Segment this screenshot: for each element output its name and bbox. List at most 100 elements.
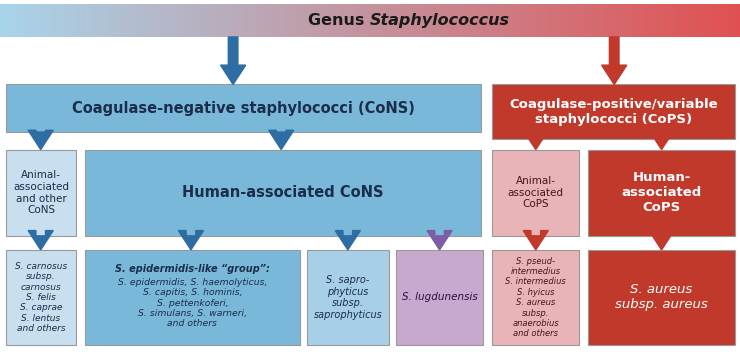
Bar xyxy=(616,4,619,37)
Bar xyxy=(516,4,518,37)
Bar xyxy=(106,4,109,37)
Bar xyxy=(422,4,424,37)
Bar xyxy=(326,4,328,37)
Bar xyxy=(202,4,205,37)
Bar xyxy=(276,4,279,37)
Bar xyxy=(198,4,200,37)
Bar xyxy=(261,4,264,37)
Bar xyxy=(32,4,35,37)
Bar xyxy=(155,4,158,37)
Bar xyxy=(24,4,27,37)
Bar xyxy=(444,4,446,37)
Bar xyxy=(96,4,98,37)
Bar xyxy=(671,4,673,37)
Text: Genus: Genus xyxy=(308,13,370,27)
Bar xyxy=(653,4,656,37)
Bar xyxy=(377,4,380,37)
Bar xyxy=(313,4,316,37)
Bar xyxy=(257,4,259,37)
Bar xyxy=(365,4,368,37)
Bar xyxy=(579,4,582,37)
Bar xyxy=(664,4,666,37)
Bar xyxy=(646,4,649,37)
FancyArrow shape xyxy=(221,37,246,84)
Bar xyxy=(118,4,121,37)
Bar xyxy=(730,4,733,37)
Bar xyxy=(98,4,101,37)
Bar xyxy=(486,4,488,37)
Bar xyxy=(368,4,370,37)
Bar xyxy=(483,4,486,37)
Bar xyxy=(535,4,538,37)
Bar xyxy=(461,4,464,37)
Bar xyxy=(686,4,688,37)
Bar xyxy=(370,4,372,37)
Bar xyxy=(725,4,727,37)
Bar xyxy=(531,4,533,37)
Bar xyxy=(542,4,545,37)
Bar xyxy=(143,4,146,37)
Bar xyxy=(101,4,104,37)
FancyArrow shape xyxy=(335,231,360,250)
Bar xyxy=(286,4,289,37)
Bar xyxy=(464,4,466,37)
Bar xyxy=(649,4,651,37)
Text: S. epidermidis, S. haemolyticus,
S. capitis, S. hominis,
S. pettenkoferi,
S. sim: S. epidermidis, S. haemolyticus, S. capi… xyxy=(118,278,267,328)
Bar xyxy=(449,4,451,37)
Bar xyxy=(602,4,605,37)
Bar xyxy=(303,4,306,37)
Bar xyxy=(109,4,111,37)
Bar xyxy=(582,4,585,37)
Bar xyxy=(681,4,683,37)
Bar xyxy=(232,4,235,37)
Bar xyxy=(175,4,178,37)
FancyArrow shape xyxy=(649,231,674,250)
Bar xyxy=(565,4,568,37)
FancyArrow shape xyxy=(649,130,674,150)
Bar xyxy=(94,4,96,37)
Bar xyxy=(5,4,7,37)
Bar xyxy=(409,4,412,37)
Bar xyxy=(525,4,528,37)
Bar xyxy=(568,4,570,37)
Bar xyxy=(710,4,713,37)
Bar xyxy=(644,4,646,37)
Bar xyxy=(47,4,50,37)
Bar xyxy=(459,4,461,37)
Bar xyxy=(451,4,454,37)
Bar xyxy=(320,4,323,37)
Bar xyxy=(269,4,272,37)
Bar xyxy=(405,4,407,37)
Bar xyxy=(651,4,653,37)
Bar xyxy=(417,4,420,37)
Bar xyxy=(572,4,575,37)
Bar xyxy=(180,4,183,37)
Bar xyxy=(656,4,659,37)
Bar xyxy=(85,250,300,345)
FancyArrow shape xyxy=(523,231,548,250)
Bar xyxy=(44,4,47,37)
Bar xyxy=(508,4,511,37)
Bar xyxy=(133,4,135,37)
Bar xyxy=(294,4,296,37)
Bar xyxy=(363,4,365,37)
Bar xyxy=(222,4,224,37)
Bar xyxy=(533,4,535,37)
Text: Human-associated CoNS: Human-associated CoNS xyxy=(182,185,384,200)
Bar xyxy=(392,4,394,37)
Bar xyxy=(227,4,229,37)
Bar xyxy=(690,4,693,37)
Bar xyxy=(599,4,602,37)
Bar xyxy=(215,4,217,37)
Bar xyxy=(81,4,84,37)
Bar xyxy=(124,4,126,37)
Bar xyxy=(6,250,76,345)
Bar xyxy=(27,4,30,37)
Bar xyxy=(35,4,37,37)
Bar xyxy=(588,250,735,345)
Bar xyxy=(718,4,720,37)
Bar xyxy=(424,4,427,37)
FancyArrow shape xyxy=(269,130,294,150)
Bar xyxy=(50,4,52,37)
Bar xyxy=(538,4,540,37)
